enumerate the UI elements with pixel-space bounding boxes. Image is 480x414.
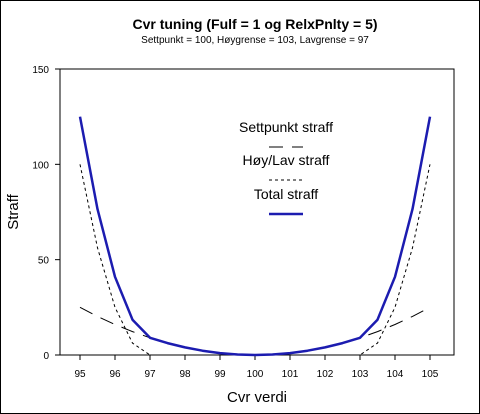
x-tick-label: 99 <box>214 369 226 380</box>
x-axis-label: Cvr verdi <box>227 389 287 406</box>
chart-subtitle: Settpunkt = 100, Høygrense = 103, Lavgre… <box>141 35 369 46</box>
x-tick-label: 97 <box>144 369 156 380</box>
x-tick-label: 101 <box>282 369 299 380</box>
series-line-2 <box>79 164 431 356</box>
ticks-layer: 95 96 97 98 99 100 101 102 103 104 105 0 50 100 150 <box>32 65 438 380</box>
series-line-1 <box>79 306 431 356</box>
series-layer <box>78 116 432 357</box>
chart-title: Cvr tuning (Fulf = 1 og RelxPnlty = 5) <box>132 16 377 32</box>
y-tick-label: 0 <box>43 351 49 362</box>
x-tick-label: 95 <box>74 369 86 380</box>
legend: Settpunkt straff Høy/Lav straff Total stra… <box>239 119 333 216</box>
legend-label: Settpunkt straff <box>239 119 333 135</box>
y-axis-label: Straff <box>5 193 22 229</box>
x-tick-label: 102 <box>317 369 334 380</box>
x-tick-label: 103 <box>352 369 369 380</box>
x-tick-label: 105 <box>422 369 439 380</box>
x-tick-label: 96 <box>109 369 121 380</box>
plot-area <box>59 68 455 356</box>
x-tick-label: 100 <box>247 369 264 380</box>
x-tick-label: 104 <box>387 369 404 380</box>
legend-label: Total straff <box>254 186 318 202</box>
x-tick-label: 98 <box>179 369 191 380</box>
legend-label: Høy/Lav straff <box>243 152 330 168</box>
y-tick-label: 150 <box>32 65 49 76</box>
y-tick-label: 100 <box>32 160 49 171</box>
series-line-3 <box>78 116 432 357</box>
y-tick-label: 50 <box>38 256 50 267</box>
